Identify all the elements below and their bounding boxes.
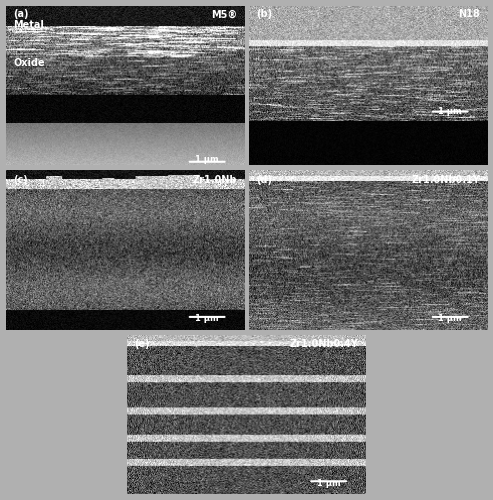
Text: Oxide: Oxide xyxy=(13,58,45,68)
Text: (d): (d) xyxy=(256,175,272,185)
Text: 1 μm: 1 μm xyxy=(195,314,219,324)
Text: 1 μm: 1 μm xyxy=(317,478,341,488)
Text: N18: N18 xyxy=(458,10,480,20)
Text: 1 μm: 1 μm xyxy=(195,154,219,164)
Text: Metal: Metal xyxy=(13,20,44,30)
Text: (a): (a) xyxy=(13,10,29,20)
Text: Zr1.0Nb0.4Y: Zr1.0Nb0.4Y xyxy=(290,340,358,349)
Text: Zr1.0Nb: Zr1.0Nb xyxy=(192,175,237,185)
Text: 1 μm: 1 μm xyxy=(438,314,462,324)
Text: (c): (c) xyxy=(13,175,28,185)
Text: (e): (e) xyxy=(135,340,150,349)
Text: (b): (b) xyxy=(256,10,272,20)
Text: 1 μm: 1 μm xyxy=(438,107,462,116)
Text: Zr1.0Nb0.1Y: Zr1.0Nb0.1Y xyxy=(411,175,480,185)
Text: M5®: M5® xyxy=(211,10,237,20)
